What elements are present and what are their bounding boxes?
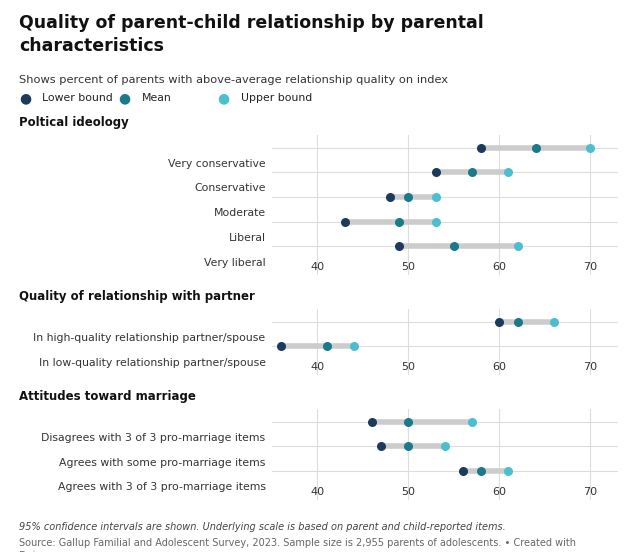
Text: Shows percent of parents with above-average relationship quality on index: Shows percent of parents with above-aver… bbox=[19, 75, 448, 84]
Text: 70: 70 bbox=[583, 262, 597, 272]
Text: Poltical ideology: Poltical ideology bbox=[19, 116, 129, 129]
Text: 60: 60 bbox=[492, 362, 506, 372]
Text: ●: ● bbox=[19, 91, 31, 105]
Text: Very conservative: Very conservative bbox=[168, 159, 266, 169]
Text: 40: 40 bbox=[310, 486, 324, 497]
Text: Disagrees with 3 of 3 pro-marriage items: Disagrees with 3 of 3 pro-marriage items bbox=[42, 433, 266, 443]
Text: Liberal: Liberal bbox=[228, 233, 266, 243]
Text: 40: 40 bbox=[310, 362, 324, 372]
Text: Upper bound: Upper bound bbox=[241, 93, 312, 103]
Text: Agrees with 3 of 3 pro-marriage items: Agrees with 3 of 3 pro-marriage items bbox=[58, 482, 266, 492]
Text: 70: 70 bbox=[583, 486, 597, 497]
Text: 70: 70 bbox=[583, 362, 597, 372]
Text: ●: ● bbox=[118, 91, 131, 105]
Text: Agrees with some pro-marriage items: Agrees with some pro-marriage items bbox=[60, 458, 266, 468]
Text: Very liberal: Very liberal bbox=[204, 258, 266, 268]
Text: 95% confidence intervals are shown. Underlying scale is based on parent and chil: 95% confidence intervals are shown. Unde… bbox=[19, 522, 506, 532]
Text: ●: ● bbox=[218, 91, 230, 105]
Text: Lower bound: Lower bound bbox=[42, 93, 113, 103]
Text: Quality of parent-child relationship by parental
characteristics: Quality of parent-child relationship by … bbox=[19, 14, 484, 55]
Text: 50: 50 bbox=[401, 362, 415, 372]
Text: 40: 40 bbox=[310, 262, 324, 272]
Text: 50: 50 bbox=[401, 262, 415, 272]
Text: 60: 60 bbox=[492, 486, 506, 497]
Text: Quality of relationship with partner: Quality of relationship with partner bbox=[19, 290, 255, 303]
Text: 60: 60 bbox=[492, 262, 506, 272]
Text: Mean: Mean bbox=[141, 93, 171, 103]
Text: Attitudes toward marriage: Attitudes toward marriage bbox=[19, 390, 196, 403]
Text: Source: Gallup Familial and Adolescent Survey, 2023. Sample size is 2,955 parent: Source: Gallup Familial and Adolescent S… bbox=[19, 538, 576, 552]
Text: Conservative: Conservative bbox=[194, 183, 266, 193]
Text: 50: 50 bbox=[401, 486, 415, 497]
Text: Moderate: Moderate bbox=[214, 208, 266, 218]
Text: In low-quality relationship partner/spouse: In low-quality relationship partner/spou… bbox=[38, 358, 266, 368]
Text: In high-quality relationship partner/spouse: In high-quality relationship partner/spo… bbox=[33, 333, 266, 343]
